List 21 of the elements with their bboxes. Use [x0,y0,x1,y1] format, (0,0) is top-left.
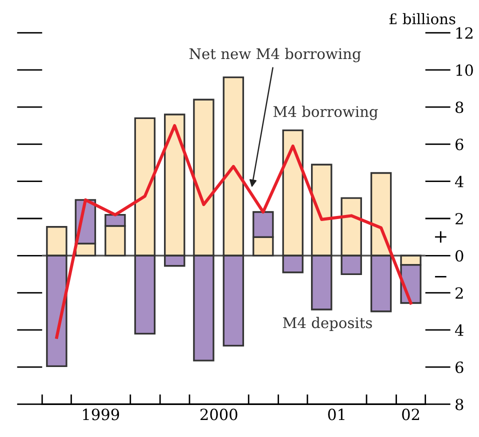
x-tick-label: 2000 [200,408,238,420]
text: + [435,231,446,243]
y-tick-label: 10 [456,64,473,76]
series-label: M4 deposits [283,316,372,332]
y-tick-label: 8 [456,398,464,410]
y-tick-label: 6 [456,362,464,374]
y-tick-label: 0 [456,250,464,262]
x-tick-label: 02 [402,408,420,420]
y-tick-label: 6 [456,138,464,150]
y-tick-label: 4 [454,324,464,336]
text: Net new M4 borrowing [189,48,361,62]
series-label: M4 borrowing [273,106,378,120]
y-tick-label: 2 [456,287,463,299]
text: − [435,276,446,278]
y-axis-title: £ billions [389,13,456,24]
y-tick-label: 8 [456,102,464,114]
y-tick-label: 12 [456,27,472,39]
x-tick-label: 1999 [83,408,120,420]
y-tick-label: 4 [454,176,464,188]
y-tick-label: 2 [456,212,463,224]
x-tick-label: 01 [328,408,344,420]
